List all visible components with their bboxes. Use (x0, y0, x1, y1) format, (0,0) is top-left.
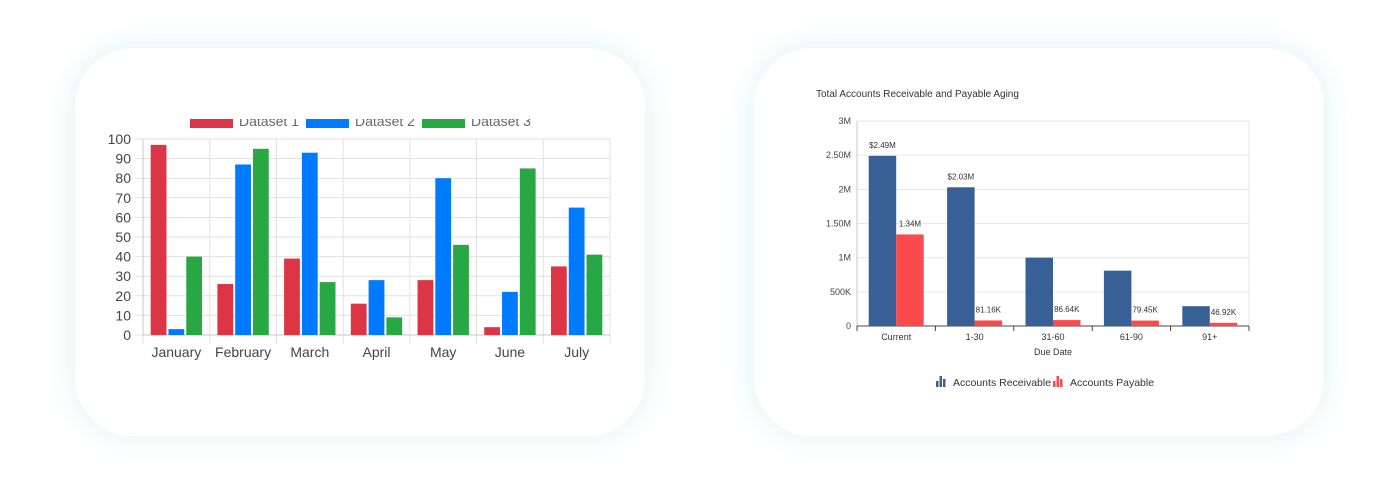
y-tick-label: 500K (830, 287, 851, 297)
x-tick-label: 91+ (1202, 332, 1217, 342)
y-tick-label: 90 (115, 151, 131, 167)
bar (453, 244, 469, 335)
y-tick-label: 30 (115, 268, 131, 284)
bar (1209, 322, 1238, 326)
y-tick-label: 0 (123, 327, 131, 343)
chart-card-aging: Total Accounts Receivable and Payable Ag… (754, 48, 1324, 436)
bar (1103, 270, 1132, 326)
x-tick-label: March (290, 344, 329, 360)
bar (235, 164, 251, 335)
monthly-datasets-bar-chart: 0 10 20 30 40 50 60 70 80 90 100 January February Mar… (108, 88, 615, 360)
bar (417, 280, 434, 335)
y-tick-label: 70 (115, 190, 131, 206)
x-tick-label: July (564, 344, 589, 360)
x-tick-label: January (151, 344, 201, 360)
y-tick-label: 2.50M (826, 150, 851, 160)
legend-icon-bar (939, 376, 942, 387)
y-tick-label: 10 (115, 307, 131, 323)
y-tick-label: 40 (115, 249, 131, 265)
bar (1131, 320, 1159, 326)
bar (186, 256, 203, 335)
bar (502, 291, 518, 335)
legend-icon-bar (1056, 376, 1059, 387)
x-tick-label: June (495, 344, 526, 360)
bar (386, 317, 403, 335)
legend-label: Accounts Payable (1070, 377, 1154, 389)
aging-bar-chart: Total Accounts Receivable and Payable Ag… (816, 89, 1250, 389)
bar (568, 207, 585, 335)
data-label: $2.49M (869, 141, 896, 150)
bar-chart-icon (1053, 376, 1063, 387)
y-tick-label: 3M (838, 116, 851, 126)
bar (550, 266, 567, 335)
legend-swatch (190, 118, 233, 128)
data-label: 86.64K (1054, 305, 1080, 314)
data-label: 79.45K (1132, 306, 1158, 315)
bar (150, 144, 167, 335)
chart-title: Total Accounts Receivable and Payable Ag… (816, 89, 1019, 100)
legend-label: Accounts Receivable (953, 377, 1051, 389)
bar (519, 168, 536, 335)
bar (484, 327, 501, 335)
data-label: 81.16K (976, 305, 1002, 314)
bar (319, 282, 336, 335)
y-tick-label: 20 (115, 288, 131, 304)
y-tick-label: 60 (115, 209, 131, 225)
bar (1053, 320, 1081, 326)
x-tick-label: Current (881, 332, 912, 342)
bar (896, 234, 924, 326)
x-tick-label: 61-90 (1120, 332, 1143, 342)
bar (1182, 306, 1210, 326)
y-tick-label: 2M (838, 184, 851, 194)
bar (947, 187, 975, 326)
bar (368, 280, 385, 335)
y-tick-label: 100 (108, 131, 132, 147)
legend-icon-bar (1053, 381, 1056, 387)
x-axis-title: Due Date (1034, 347, 1072, 357)
legend-icon-bar (936, 381, 939, 387)
data-label: 46.92K (1211, 308, 1237, 317)
legend-swatch (422, 118, 465, 128)
y-tick-label: 1.50M (826, 219, 851, 229)
legend-clip-cover (115, 88, 615, 119)
bar (284, 258, 300, 335)
bar (350, 303, 367, 335)
bar (301, 152, 318, 335)
bar (252, 148, 269, 335)
chart-card-datasets: 0 10 20 30 40 50 60 70 80 90 100 January February Mar… (75, 48, 645, 436)
bar-chart-icon (936, 376, 946, 387)
x-tick-label: May (430, 344, 456, 360)
bar (168, 329, 185, 335)
y-tick-label: 50 (115, 229, 131, 245)
x-tick-label: 31-60 (1041, 332, 1064, 342)
bar (1025, 257, 1053, 326)
x-tick-label: 1-30 (966, 332, 984, 342)
x-tick-label: February (215, 344, 271, 360)
bar (435, 178, 452, 335)
x-tick-label: April (362, 344, 390, 360)
bar (586, 254, 603, 335)
bar (217, 284, 234, 335)
data-label: $2.03M (948, 172, 975, 181)
legend: Accounts Receivable Accounts Payable (936, 376, 1154, 389)
y-tick-label: 1M (838, 253, 851, 263)
bar (974, 320, 1003, 326)
y-tick-label: 0 (846, 321, 851, 331)
data-label: 1.34M (899, 219, 922, 228)
legend-icon-bar (1060, 379, 1063, 387)
y-tick-label: 80 (115, 170, 131, 186)
bar (868, 155, 897, 326)
legend-icon-bar (943, 379, 946, 387)
legend-swatch (306, 118, 349, 128)
